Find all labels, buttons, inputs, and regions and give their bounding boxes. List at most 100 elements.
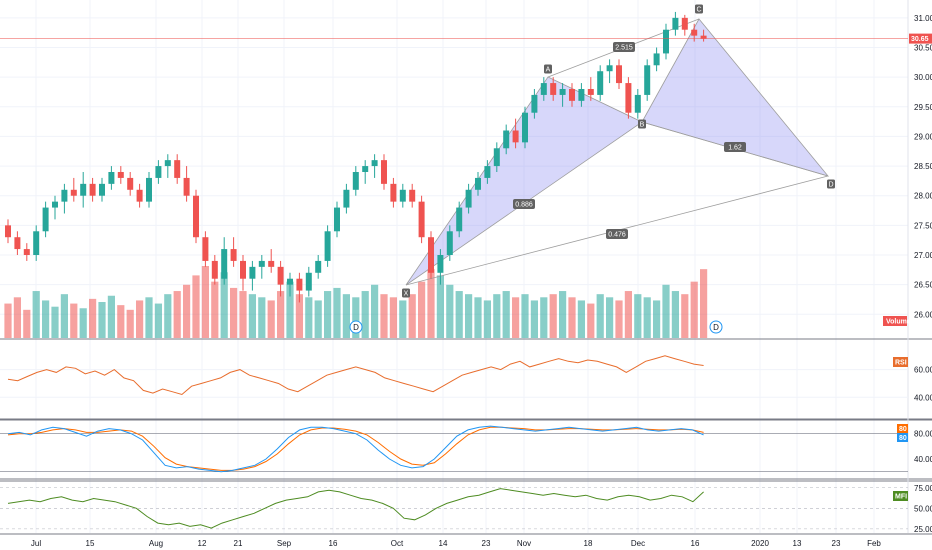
axes: 31.00 30.50 30.00 29.50 29.00 28.50 28.00 27.50… [31,14,932,548]
volume-bar [23,309,31,338]
dividend-label: D [713,323,719,332]
volume-bar [126,309,134,338]
pattern-point-a: A [546,67,551,74]
candle-body [315,260,322,273]
volume-bar [230,287,238,338]
price-tick-label: 28.00 [914,192,932,201]
volume-bar [653,300,661,338]
pattern-ratio-label: 1.62 [728,145,742,152]
mfi-tag [893,491,908,501]
candle-body [606,65,613,72]
candle-body [61,189,68,202]
volume-bar [474,297,482,338]
volume-bar [361,291,369,338]
x-tick-label: 21 [234,539,243,548]
candle-body [465,189,472,208]
x-tick-label: 2020 [751,539,769,548]
harmonic-pattern[interactable]: 0.886 2.515 1.62 0.476 X A B C D [402,4,835,298]
pattern-point-box [695,4,703,14]
volume-bar [352,297,360,338]
volume-bar [418,281,426,338]
candle-body [240,260,246,279]
volume-bar [512,297,520,338]
candle-body [117,172,124,178]
volume-bar [89,298,97,338]
volume-bar [248,294,256,338]
pattern-ratio-label: 0.886 [515,202,533,209]
volume-bar [465,294,473,338]
candle-body [409,189,416,202]
candle-body [672,17,679,30]
candle-body [569,89,575,101]
volume-bar [314,300,322,338]
candle-body [296,278,303,291]
x-tick-label: 23 [832,539,841,548]
volume-bar [427,269,435,338]
candle-body [437,255,444,273]
price-tick-label: 27.50 [914,221,932,230]
volume-bar [13,297,21,338]
volume-bar [183,284,191,338]
last-price-value: 30.65 [911,36,929,43]
mfi-label: MFI [895,494,907,501]
candle-body [33,231,40,255]
volume-bar [521,294,529,338]
volume-bar [277,291,285,338]
candle-body [381,160,387,184]
volume-bar [164,294,172,338]
volume-bar [549,294,557,338]
volume-bar [305,297,313,338]
volume-bar [79,308,87,338]
volume-bar [201,266,209,338]
candle-body [522,112,528,143]
volume-bar [333,287,341,338]
candle-body [70,189,77,196]
candle-body [127,177,134,190]
x-tick-label: Aug [149,539,163,548]
volume-bar [502,291,510,338]
volume-bar [643,297,651,338]
candle-body [644,65,651,95]
volume-bar [51,306,59,338]
x-tick-label: 16 [691,539,700,548]
candle-body [663,29,669,54]
pattern-point-box [638,119,646,129]
candle-body [578,89,585,101]
candle-body [155,166,162,178]
price-tick-label: 30.50 [914,44,932,53]
volume-bar [615,300,623,338]
candle-body [136,189,143,202]
candle-body [108,172,115,184]
candle-body [597,71,604,95]
rsi-tag [893,357,908,367]
candle-body [202,237,209,261]
rsi-tick-label: 40.00 [914,393,932,402]
volume-bar [220,272,228,338]
volume-bar [493,294,501,338]
candle-body [258,260,265,267]
candle-body [456,207,463,232]
volume-bar [295,294,303,338]
candle-body [146,177,152,202]
volume-tag [883,316,907,326]
stoch-k-label: 80 [899,435,907,442]
pattern-ratio-label: 2.515 [615,45,633,52]
mfi-tick-label: 25.00 [914,525,932,534]
price-tick-label: 31.00 [914,14,932,23]
candle-body [89,183,96,196]
stoch-k-line [7,425,704,473]
volume-bar [145,297,153,338]
x-tick-label: 15 [86,539,95,548]
pattern-triangle-bcd [641,18,830,177]
candle-body [221,249,228,279]
candle-body [418,201,425,238]
volume-bar [700,269,708,338]
dividend-label: D [353,323,359,332]
volume-bar [671,291,679,338]
volume-bar [107,295,115,338]
volume-bar [342,294,350,338]
x-tick-label: Nov [517,539,531,548]
pattern-point-box [827,179,835,189]
